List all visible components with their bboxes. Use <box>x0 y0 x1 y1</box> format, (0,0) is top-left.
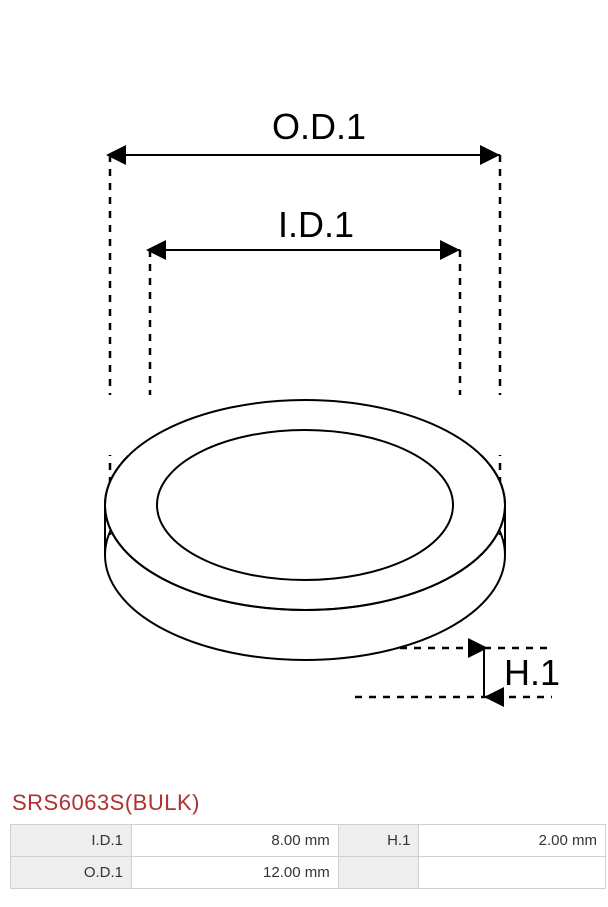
spec-value: 8.00 mm <box>132 825 339 857</box>
spec-label: O.D.1 <box>11 857 132 889</box>
outer-dia-label: O.D.1 <box>272 106 366 148</box>
spec-value: 2.00 mm <box>419 825 606 857</box>
ring-top-inner <box>157 430 453 580</box>
height-label: H.1 <box>504 652 560 694</box>
spec-table: I.D.1 8.00 mm H.1 2.00 mm O.D.1 12.00 mm <box>10 824 606 889</box>
spec-label: H.1 <box>338 825 419 857</box>
inner-dia-label: I.D.1 <box>278 204 354 246</box>
ring-diagram: O.D.1 I.D.1 H.1 <box>0 0 608 780</box>
table-row: O.D.1 12.00 mm <box>11 857 606 889</box>
product-title: SRS6063S(BULK) <box>12 790 608 816</box>
spec-label: I.D.1 <box>11 825 132 857</box>
table-row: I.D.1 8.00 mm H.1 2.00 mm <box>11 825 606 857</box>
spec-value: 12.00 mm <box>132 857 339 889</box>
spec-label <box>338 857 419 889</box>
spec-value <box>419 857 606 889</box>
